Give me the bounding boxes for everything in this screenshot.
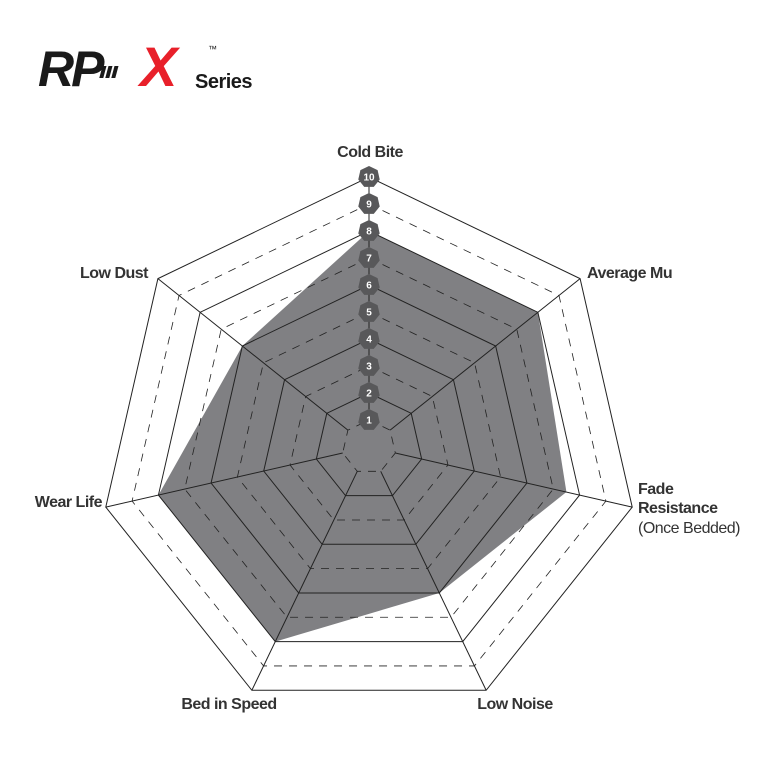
axis-label-resistance: Resistance: [638, 500, 718, 517]
svg-text:™: ™: [208, 44, 217, 54]
axis-label-low-noise: Low Noise: [477, 696, 553, 713]
axis-label-low-dust: Low Dust: [80, 265, 149, 282]
grid-ring-4: [263, 338, 475, 545]
tick-badge: [358, 247, 380, 268]
tick-badge: [358, 274, 380, 295]
axis-label-once-bedded: (Once Bedded): [638, 520, 740, 537]
axis-label-fade: Fade: [638, 481, 674, 498]
data-area: [158, 231, 567, 642]
grid-ring-7: [184, 257, 554, 618]
tick-label: 3: [366, 362, 372, 373]
tick-badge: [358, 382, 380, 403]
axis-spoke: [380, 471, 487, 691]
rpx-series-logo: RP X ™ Series: [38, 38, 253, 98]
axis-label-average-mu: Average Mu: [587, 265, 672, 282]
grid-ring-6: [210, 284, 528, 594]
axis-spoke: [395, 452, 633, 508]
svg-text:X: X: [137, 38, 181, 98]
tick-label: 2: [366, 389, 372, 400]
axis-spoke: [389, 278, 581, 431]
axis-label-cold-bite: Cold Bite: [337, 144, 403, 161]
axis-spoke: [251, 471, 358, 691]
axis-spoke: [105, 452, 343, 508]
tick-label: 10: [363, 173, 375, 184]
tick-label: 6: [366, 281, 372, 292]
tick-badge: [358, 166, 380, 187]
grid-ring-3: [289, 365, 449, 521]
tick-label: 7: [366, 254, 372, 265]
tick-badge: [358, 409, 380, 430]
grid-ring-9: [131, 203, 607, 667]
grid-ring-10: [105, 176, 633, 691]
grid-ring-1: [342, 419, 396, 472]
svg-text:RP: RP: [38, 41, 105, 97]
tick-label: 1: [366, 416, 372, 427]
tick-label: 4: [366, 335, 372, 346]
grid-ring-5: [236, 311, 502, 570]
svg-text:Series: Series: [195, 71, 252, 93]
grid-ring-8: [157, 230, 581, 643]
tick-badge: [358, 193, 380, 214]
axis-label-bed-in-speed: Bed in Speed: [181, 696, 276, 713]
tick-label: 8: [366, 227, 372, 238]
tick-label: 5: [366, 308, 372, 319]
axis-spoke: [157, 278, 349, 431]
tick-badge: [358, 301, 380, 322]
tick-badge: [358, 328, 380, 349]
tick-badge: [358, 220, 380, 241]
tick-label: 9: [366, 200, 372, 211]
tick-badge: [358, 355, 380, 376]
grid-ring-2: [315, 392, 423, 497]
axis-label-wear-life: Wear Life: [35, 494, 103, 511]
